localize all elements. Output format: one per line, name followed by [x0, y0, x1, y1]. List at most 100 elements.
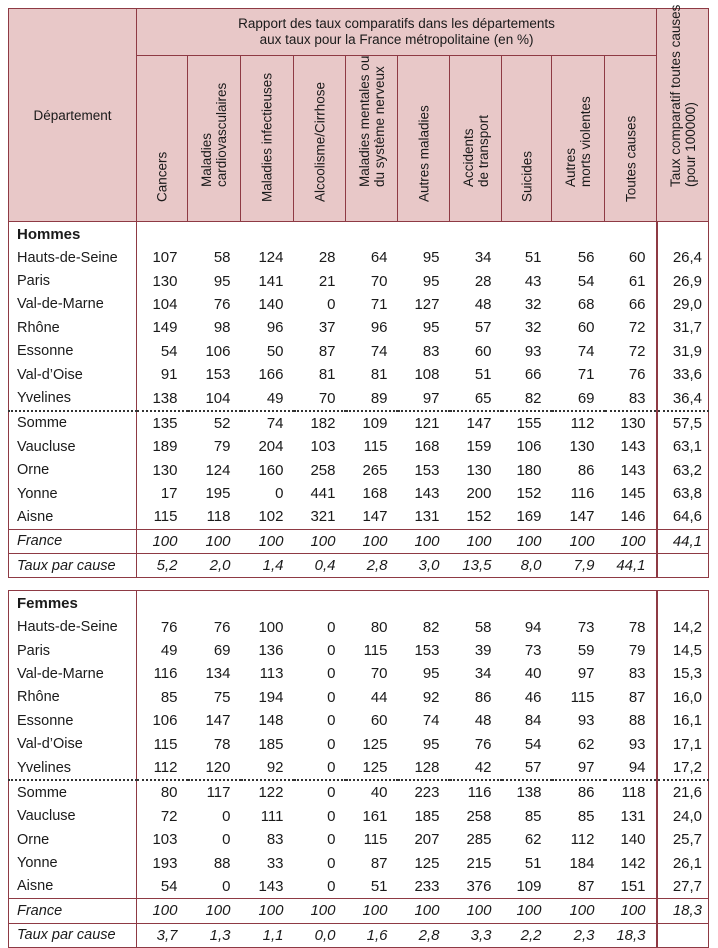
departement-cell: Vaucluse [8, 435, 137, 459]
value-cell: 79 [628, 642, 646, 660]
value-cell: 54 [160, 877, 178, 895]
value-cell: 100 [551, 898, 605, 924]
value-cell: 48 [474, 295, 492, 313]
section-header-row: Femmes [8, 590, 710, 616]
column-header-cause: Maladies cardiovasculaires [187, 55, 241, 222]
value-cell: 2,8 [397, 922, 450, 948]
value-cell: 100 [397, 528, 450, 554]
departement-cell: Rhône [8, 685, 137, 710]
column-header-taux-comparatif-label: Taux comparatif toutes causes (pour 1000… [667, 4, 698, 187]
value-cell: 115 [363, 642, 388, 660]
taux-comparatif-cell: 17,1 [655, 732, 710, 756]
value-cell: 72 [628, 319, 646, 337]
value-cell: 0 [222, 877, 231, 895]
value-cell: 33 [266, 854, 284, 872]
value-cell: 40 [524, 665, 542, 683]
value-cell: 74 [577, 342, 595, 360]
value-cell: 106 [516, 438, 542, 456]
value-cell: 100 [501, 898, 552, 924]
value-cell: 153 [414, 461, 440, 479]
value-cell: 97 [422, 389, 440, 407]
value-cell: 258 [466, 807, 492, 825]
value-cell: 0 [327, 831, 336, 849]
value-cell: 89 [370, 389, 388, 407]
value-cell: 76 [474, 735, 492, 753]
value-cell: 100 [240, 898, 294, 924]
value-cell: 142 [620, 854, 646, 872]
departement-cell: Orne [8, 458, 137, 482]
value-cell: 0 [327, 712, 336, 730]
departement-cell: France [8, 898, 137, 924]
value-cell: 115 [363, 438, 388, 456]
value-cell: 100 [449, 898, 502, 924]
value-cell: 70 [318, 389, 336, 407]
value-cell: 100 [187, 898, 241, 924]
table-row: Hauts-de-Seine 107 58 124 28 64 95 34 51 56 60 26,4 [8, 246, 710, 270]
value-cell: 46 [524, 688, 542, 706]
value-cell: 0 [327, 854, 336, 872]
value-cell: 83 [628, 665, 646, 683]
value-cell: 44,1 [604, 553, 657, 579]
departement-cell: Essonne [8, 709, 137, 733]
taux-comparatif-cell: 36,4 [655, 386, 710, 411]
value-cell: 51 [524, 249, 542, 267]
value-cell: 138 [501, 779, 552, 805]
value-cell: 80 [370, 618, 388, 636]
value-cell: 5,2 [136, 553, 188, 579]
value-cell: 215 [466, 854, 492, 872]
value-cell: 28 [474, 272, 492, 290]
value-cell: 125 [414, 854, 440, 872]
value-cell: 124 [258, 249, 284, 267]
value-cell: 159 [466, 438, 492, 456]
taux-comparatif-cell: 63,8 [655, 481, 710, 506]
value-cell: 153 [414, 642, 440, 660]
value-cell: 112 [153, 759, 178, 776]
value-cell: 3,0 [397, 553, 450, 579]
taux-comparatif-cell: 15,3 [655, 662, 710, 686]
value-cell: 71 [577, 366, 595, 384]
value-cell: 185 [414, 807, 440, 825]
value-cell: 34 [474, 665, 492, 683]
value-cell: 100 [551, 528, 605, 554]
column-header-cause: Toutes causes [603, 55, 658, 222]
value-cell: 82 [422, 618, 440, 636]
value-cell: 1,1 [240, 922, 294, 948]
value-cell: 57 [474, 319, 492, 337]
column-header-cause-label: Autres maladies [416, 105, 431, 202]
value-cell: 54 [524, 735, 542, 753]
france-row: France 100 100 100 100 100 100 100 100 100 100 44,1 [8, 528, 710, 554]
departement-cell: Taux par cause [8, 553, 137, 579]
value-cell: 56 [577, 249, 595, 267]
value-cell: 194 [258, 688, 284, 706]
table-row: Rhône 149 98 96 37 96 95 57 32 60 72 31,7 [8, 316, 710, 340]
value-cell: 40 [345, 779, 398, 805]
value-cell: 96 [266, 319, 284, 337]
column-header-cause: Accidents de transport [449, 55, 502, 222]
taux-comparatif-cell: 24,0 [655, 804, 710, 828]
column-header-cause-label: Maladies infectieuses [259, 72, 275, 202]
value-cell: 100 [397, 898, 450, 924]
value-cell: 94 [524, 618, 542, 636]
table-row: Orne 130 124 160 258 265 153 130 180 86 143 63,2 [8, 458, 710, 482]
value-cell: 107 [152, 249, 178, 267]
table-row: Aisne 54 0 143 0 51 233 376 109 87 151 27,7 [8, 874, 710, 899]
value-cell: 152 [466, 508, 492, 526]
table-row: Paris 49 69 136 0 115 153 39 73 59 79 14,5 [8, 638, 710, 663]
value-cell: 64 [370, 249, 388, 267]
value-cell: 37 [318, 319, 336, 337]
value-cell: 28 [318, 249, 336, 267]
value-cell: 78 [213, 735, 231, 753]
value-cell: 83 [628, 389, 646, 407]
value-cell: 60 [370, 712, 388, 730]
value-cell: 72 [160, 807, 178, 825]
value-cell: 168 [362, 485, 388, 503]
value-cell: 151 [620, 877, 646, 895]
table-row: Vaucluse 72 0 111 0 161 185 258 85 85 131 24,0 [8, 804, 710, 828]
column-header-cause: Suicides [501, 55, 552, 222]
value-cell: 60 [474, 342, 492, 360]
value-cell: 93 [628, 735, 646, 753]
value-cell: 130 [604, 409, 657, 436]
departement-cell: Paris [8, 269, 137, 293]
value-cell: 61 [628, 272, 646, 290]
value-cell: 100 [187, 528, 241, 554]
